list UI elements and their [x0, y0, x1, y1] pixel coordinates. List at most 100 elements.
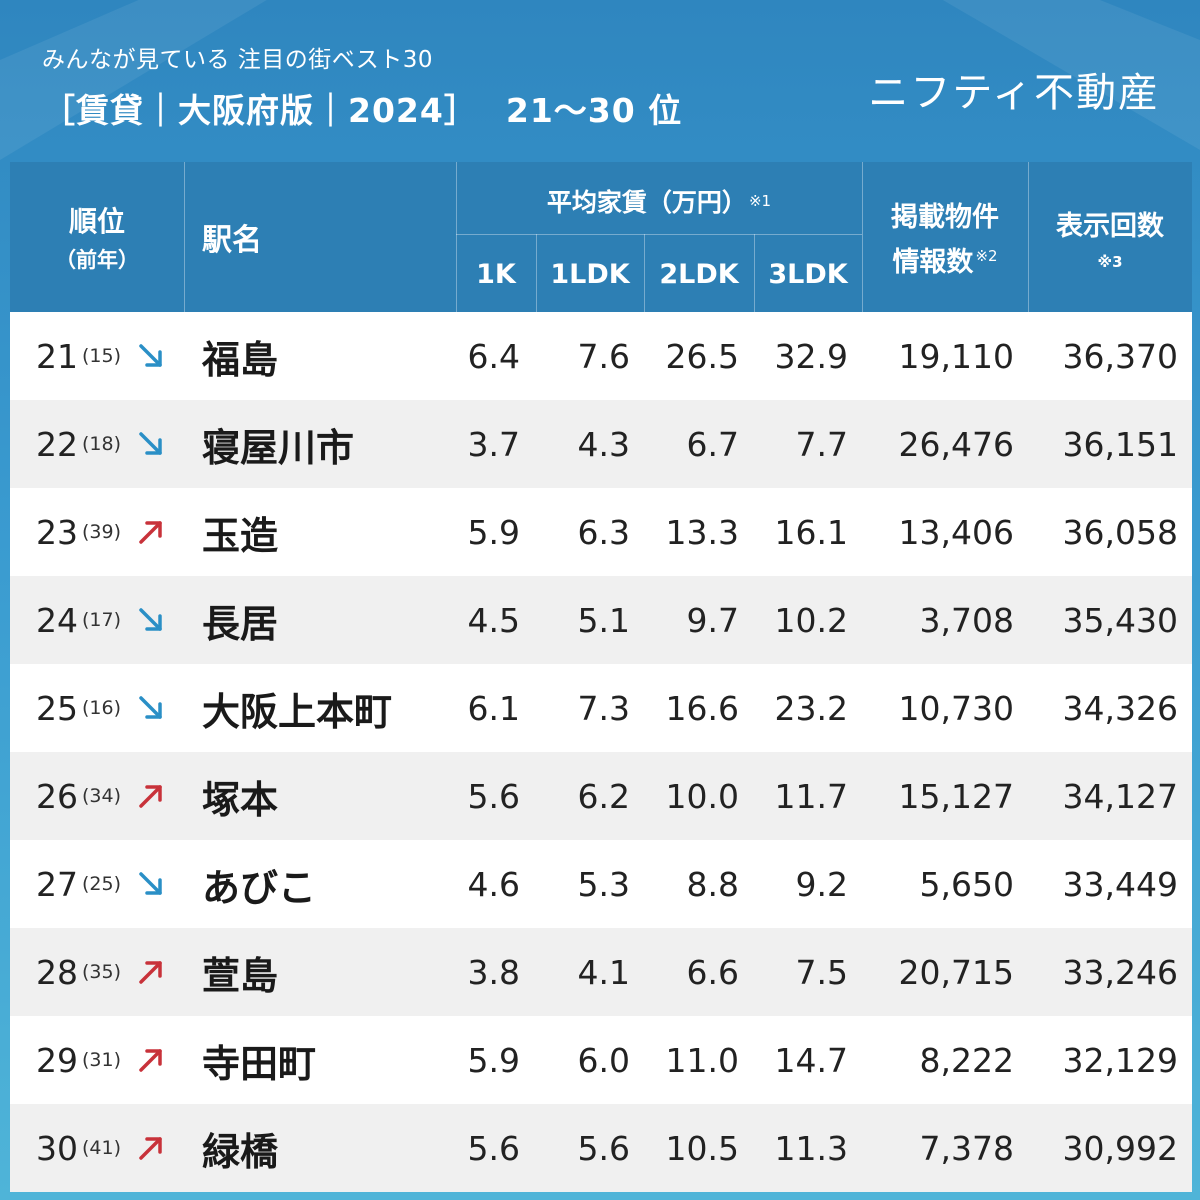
header-station: 駅名 [202, 162, 262, 312]
header-rank: 順位 （前年） [10, 192, 184, 282]
header-avg-rent-note: ※1 [748, 192, 772, 210]
station-name-cell: 玉造 [202, 513, 279, 558]
trend-down-icon [134, 840, 168, 928]
header-listings-line1: 掲載物件 [891, 202, 999, 233]
rank-cell: 26 [36, 776, 78, 816]
brand-logo: ニフティ不動産 [868, 70, 1160, 116]
table-row: 23 (39) 玉造 5.9 6.3 13.3 16.1 13,406 36,058 [10, 488, 1192, 576]
k1-cell: 5.9 [467, 1040, 520, 1080]
header-listings-note: ※2 [975, 247, 998, 265]
listings-cell: 5,650 [919, 864, 1014, 904]
table-header: 順位 （前年） 駅名 平均家賃（万円） ※1 1K 1LDK 2LDK 3LDK … [10, 162, 1192, 312]
header-views-note: ※3 [1097, 252, 1123, 271]
trend-up-icon [134, 928, 168, 1016]
station-name-cell: 緑橋 [202, 1129, 279, 1174]
table-row: 22 (18) 寝屋川市 3.7 4.3 6.7 7.7 26,476 36,151 [10, 400, 1192, 488]
ldk2-cell: 26.5 [665, 336, 739, 376]
title-label: ［賃貸｜大阪府版｜2024］ [42, 91, 478, 130]
header-views-label: 表示回数 [1056, 210, 1164, 242]
views-cell: 36,058 [1062, 512, 1178, 552]
table-row: 27 (25) あびこ 4.6 5.3 8.8 9.2 5,650 33,449 [10, 840, 1192, 928]
ldk1-cell: 6.3 [577, 512, 630, 552]
listings-cell: 8,222 [919, 1040, 1014, 1080]
header-prev-label: （前年） [55, 248, 139, 272]
k1-cell: 5.9 [467, 512, 520, 552]
header-1ldk: 1LDK [536, 236, 644, 312]
station-name-cell: 萱島 [202, 953, 279, 998]
header-avg-rent-label: 平均家賃（万円） [546, 188, 747, 217]
k1-cell: 4.5 [467, 600, 520, 640]
header: みんなが見ている 注目の街ベスト30 ［賃貸｜大阪府版｜2024］ 21〜30 位… [0, 0, 1200, 160]
ldk3-cell: 11.3 [774, 1128, 848, 1168]
prev-rank-cell: (25) [82, 873, 122, 895]
header-3ldk-label: 3LDK [768, 258, 848, 290]
ldk3-cell: 9.2 [795, 864, 848, 904]
prev-rank-cell: (18) [82, 433, 122, 455]
k1-cell: 6.1 [467, 688, 520, 728]
ldk3-cell: 11.7 [774, 776, 848, 816]
ldk2-cell: 9.7 [686, 600, 739, 640]
listings-cell: 10,730 [898, 688, 1014, 728]
ldk2-cell: 8.8 [686, 864, 739, 904]
trend-down-icon [134, 576, 168, 664]
views-cell: 33,449 [1062, 864, 1178, 904]
subtitle: みんなが見ている 注目の街ベスト30 [42, 47, 434, 73]
ldk1-cell: 4.3 [577, 424, 630, 464]
rank-cell: 27 [36, 864, 78, 904]
trend-down-icon [134, 664, 168, 752]
ldk3-cell: 32.9 [774, 336, 848, 376]
station-name-cell: 塚本 [202, 777, 279, 822]
prev-rank-cell: (16) [82, 697, 122, 719]
listings-cell: 20,715 [898, 952, 1014, 992]
table-row: 26 (34) 塚本 5.6 6.2 10.0 11.7 15,127 34,127 [10, 752, 1192, 840]
k1-cell: 3.7 [467, 424, 520, 464]
header-1ldk-label: 1LDK [550, 258, 630, 290]
header-1k: 1K [456, 236, 536, 312]
trend-up-icon [134, 488, 168, 576]
table-row: 21 (15) 福島 6.4 7.6 26.5 32.9 19,110 36,370 [10, 312, 1192, 400]
views-cell: 36,151 [1062, 424, 1178, 464]
header-2ldk: 2LDK [644, 236, 754, 312]
ranking-table: 順位 （前年） 駅名 平均家賃（万円） ※1 1K 1LDK 2LDK 3LDK … [10, 162, 1192, 1192]
page-title: ［賃貸｜大阪府版｜2024］ 21〜30 位 [42, 84, 682, 132]
views-cell: 34,326 [1062, 688, 1178, 728]
table-row: 24 (17) 長居 4.5 5.1 9.7 10.2 3,708 35,430 [10, 576, 1192, 664]
k1-cell: 3.8 [467, 952, 520, 992]
header-views: 表示回数 ※3 [1028, 192, 1192, 282]
views-cell: 34,127 [1062, 776, 1178, 816]
header-avg-rent: 平均家賃（万円） ※1 [456, 176, 862, 226]
station-name-cell: 寝屋川市 [202, 425, 355, 470]
ldk1-cell: 7.6 [577, 336, 630, 376]
table-row: 28 (35) 萱島 3.8 4.1 6.6 7.5 20,715 33,246 [10, 928, 1192, 1016]
ldk2-cell: 10.0 [665, 776, 739, 816]
ldk3-cell: 10.2 [774, 600, 848, 640]
ldk1-cell: 5.1 [577, 600, 630, 640]
ldk2-cell: 16.6 [665, 688, 739, 728]
ldk2-cell: 13.3 [665, 512, 739, 552]
rank-cell: 22 [36, 424, 78, 464]
trend-up-icon [134, 752, 168, 840]
rank-cell: 25 [36, 688, 78, 728]
listings-cell: 3,708 [919, 600, 1014, 640]
ldk3-cell: 16.1 [774, 512, 848, 552]
prev-rank-cell: (35) [82, 961, 122, 983]
table-row: 30 (41) 緑橋 5.6 5.6 10.5 11.3 7,378 30,992 [10, 1104, 1192, 1192]
ldk1-cell: 6.2 [577, 776, 630, 816]
table-row: 25 (16) 大阪上本町 6.1 7.3 16.6 23.2 10,730 34,326 [10, 664, 1192, 752]
header-listings-line2: 情報数 [892, 247, 974, 278]
ldk1-cell: 6.0 [577, 1040, 630, 1080]
views-cell: 30,992 [1062, 1128, 1178, 1168]
prev-rank-cell: (15) [82, 345, 122, 367]
trend-up-icon [134, 1104, 168, 1192]
ldk2-cell: 6.7 [686, 424, 739, 464]
views-cell: 36,370 [1062, 336, 1178, 376]
header-station-label: 駅名 [202, 223, 262, 258]
station-name-cell: 寺田町 [202, 1041, 317, 1086]
ldk1-cell: 7.3 [577, 688, 630, 728]
k1-cell: 6.4 [467, 336, 520, 376]
ldk1-cell: 5.6 [577, 1128, 630, 1168]
header-rank-label: 順位 [68, 205, 125, 238]
ldk2-cell: 11.0 [665, 1040, 739, 1080]
ldk2-cell: 6.6 [686, 952, 739, 992]
station-name-cell: 長居 [202, 601, 279, 646]
